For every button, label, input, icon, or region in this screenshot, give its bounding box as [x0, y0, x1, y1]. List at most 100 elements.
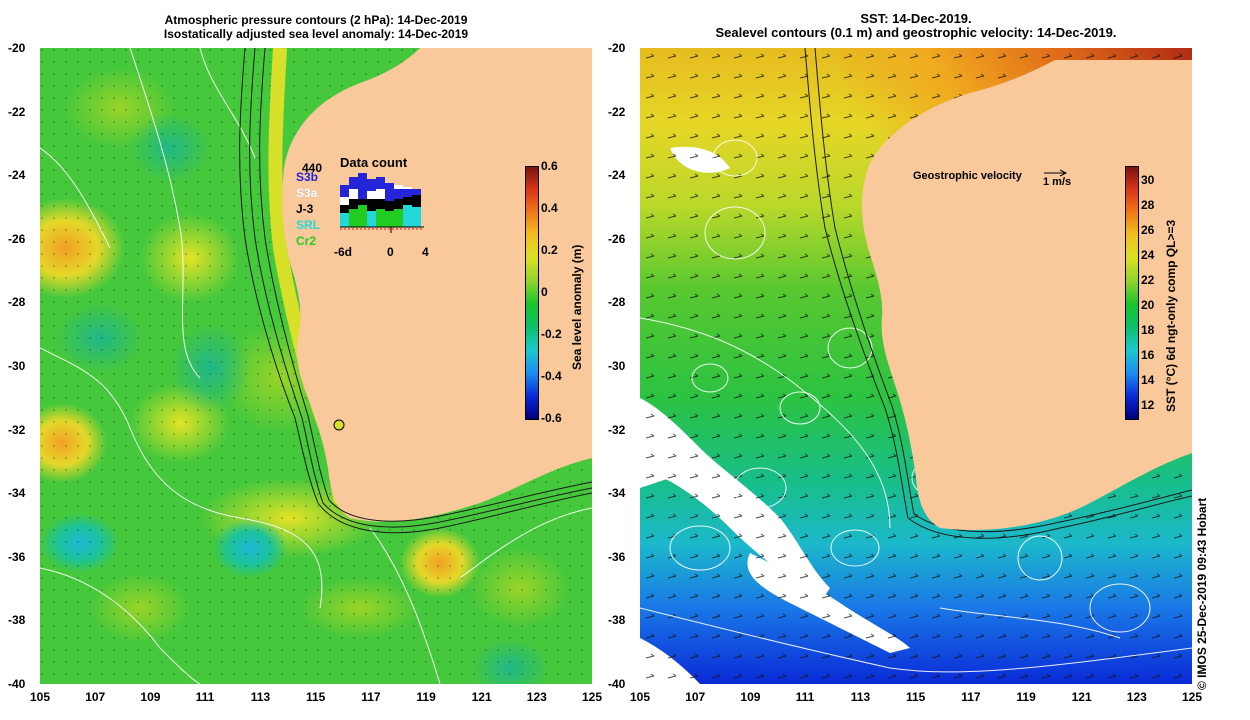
y-axis-tick-label: -28: [8, 295, 26, 310]
colorbar-tick-label: 16: [1141, 348, 1155, 362]
y-axis-tick-label: -26: [8, 231, 26, 246]
x-axis-tick-label: 113: [850, 690, 871, 704]
x-axis-tick-label: 119: [1016, 690, 1036, 704]
sea-level-anomaly-map: [40, 48, 592, 684]
right-title-line1: SST: 14-Dec-2019.: [860, 11, 972, 26]
y-axis-tick-label: -30: [608, 359, 626, 373]
y-axis-tick-label: -24: [8, 168, 26, 183]
left-title-line1: Atmospheric pressure contours (2 hPa): 1…: [164, 13, 468, 27]
y-axis-tick-label: -22: [8, 104, 26, 119]
sla-colorbar: [525, 166, 539, 420]
colorbar-tick-label: 20: [1141, 298, 1155, 312]
colorbar-tick-label: -0.2: [541, 327, 562, 341]
y-axis-tick-label: -26: [608, 231, 626, 246]
y-axis-tick-label: -20: [608, 41, 626, 55]
x-axis-tick-label: 119: [416, 690, 436, 704]
colorbar-tick-label: 14: [1141, 373, 1155, 387]
x-axis-tick-label: 121: [1071, 690, 1092, 704]
y-axis-tick-label: -40: [8, 677, 26, 691]
x-axis-tick-label: 115: [306, 690, 326, 704]
colorbar-tick-label: 0: [541, 285, 548, 299]
sealevel-contours: [640, 139, 1192, 673]
x-axis-tick-label: 121: [471, 690, 492, 704]
sst-map: [640, 48, 1192, 684]
sst-australia-landmass: [861, 60, 1192, 530]
y-axis-tick-label: -34: [608, 486, 626, 501]
colorbar-tick-label: 12: [1141, 398, 1155, 412]
x-axis-tick-label: 105: [30, 690, 51, 704]
colorbar-tick-label: 0.2: [541, 243, 558, 257]
colorbar-tick-label: 22: [1141, 273, 1155, 287]
y-axis-tick-label: -34: [8, 486, 26, 501]
copyright-credit: © IMOS 25-Dec-2019 09:43 Hobart: [1195, 497, 1209, 690]
x-axis-tick-label: 117: [961, 690, 981, 704]
colorbar-tick-label: 24: [1141, 248, 1155, 262]
y-axis-tick-label: -30: [8, 359, 26, 373]
location-marker: [333, 419, 345, 431]
velocity-scale-label: 1 m/s: [1043, 176, 1072, 188]
inset-legend-item: J-3: [296, 202, 314, 216]
y-axis-tick-label: -40: [608, 677, 626, 691]
sst-map-canvas: [640, 48, 1192, 684]
right-title-line2: Sealevel contours (0.1 m) and geostrophi…: [715, 25, 1117, 40]
x-axis-tick-label: 123: [526, 690, 547, 704]
velocity-legend: Geostrophic velocity 1 m/s: [913, 168, 1113, 198]
australia-landmass: [282, 48, 592, 522]
x-axis-tick-label: 115: [906, 690, 926, 704]
y-axis-tick-label: -32: [608, 422, 626, 437]
x-axis-tick-label: 107: [85, 690, 106, 704]
sst-bathymetry-contours: [804, 48, 1192, 539]
y-axis-tick-label: -32: [8, 422, 26, 437]
inset-xtick-start: -6d: [334, 245, 352, 259]
colorbar-tick-label: -0.4: [541, 369, 562, 383]
x-axis-tick-label: 125: [582, 690, 603, 704]
x-axis-tick-label: 123: [1126, 690, 1147, 704]
inset-legend-item: Cr2: [296, 234, 317, 248]
inset-max-label: 440: [302, 161, 323, 175]
inset-legend-item: SRL: [296, 218, 320, 232]
x-axis-tick-label: 109: [140, 690, 161, 704]
x-axis-tick-label: 109: [740, 690, 761, 704]
colorbar-tick-label: 0.6: [541, 159, 558, 173]
x-axis-tick-label: 105: [630, 690, 651, 704]
x-axis-tick-label: 111: [195, 690, 215, 704]
colorbar-tick-label: 26: [1141, 223, 1155, 237]
bathymetry-contours: [239, 48, 592, 534]
data-count-inset: 440 Data count S3b S3a J-3 SRL Cr2 -6d 0 4: [296, 155, 436, 265]
y-axis-tick-label: -36: [8, 549, 26, 564]
colorbar-tick-label: 0.4: [541, 201, 558, 215]
x-axis-tick-label: 111: [795, 690, 815, 704]
y-axis-tick-label: -22: [608, 104, 626, 119]
left-title: Atmospheric pressure contours (2 hPa): 1…: [40, 13, 592, 41]
inset-bar-chart: [340, 173, 424, 233]
x-axis-tick-label: 117: [361, 690, 381, 704]
colorbar-tick-label: 18: [1141, 323, 1155, 337]
left-title-line2: Isostatically adjusted sea level anomaly…: [163, 27, 469, 41]
inset-title: Data count: [340, 155, 408, 170]
right-title: SST: 14-Dec-2019. Sealevel contours (0.1…: [640, 12, 1192, 40]
inset-legend-item: S3a: [296, 186, 318, 200]
colorbar-tick-label: 28: [1141, 198, 1155, 212]
sla-colorbar-label: Sea level anomaly (m): [570, 244, 584, 370]
x-axis-tick-label: 125: [1182, 690, 1203, 704]
y-axis-tick-label: -38: [8, 613, 26, 628]
inset-xtick-zero: 0: [387, 245, 394, 259]
y-axis-tick-label: -24: [608, 168, 626, 183]
inset-legend-item: S3b: [296, 170, 319, 184]
inset-legend: S3b S3a J-3 SRL Cr2: [296, 169, 320, 249]
inset-xtick-end: 4: [422, 245, 429, 259]
velocity-arrow-icon: [1044, 169, 1068, 177]
velocity-legend-label: Geostrophic velocity: [913, 170, 1022, 182]
pressure-contours: [40, 48, 592, 684]
sst-colorbar-label: SST (°C) 6d ngt-only comp QL>=3: [1164, 219, 1178, 412]
sla-map-canvas: [40, 48, 592, 684]
colorbar-tick-label: -0.6: [541, 411, 562, 425]
y-axis-tick-label: -36: [608, 549, 626, 564]
colorbar-tick-label: 30: [1141, 173, 1155, 187]
y-axis-tick-label: -38: [608, 613, 626, 628]
y-axis-tick-label: -20: [8, 41, 26, 55]
x-axis-tick-label: 107: [685, 690, 706, 704]
x-axis-tick-label: 113: [250, 690, 271, 704]
sst-colorbar: [1125, 166, 1139, 420]
y-axis-tick-label: -28: [608, 295, 626, 310]
